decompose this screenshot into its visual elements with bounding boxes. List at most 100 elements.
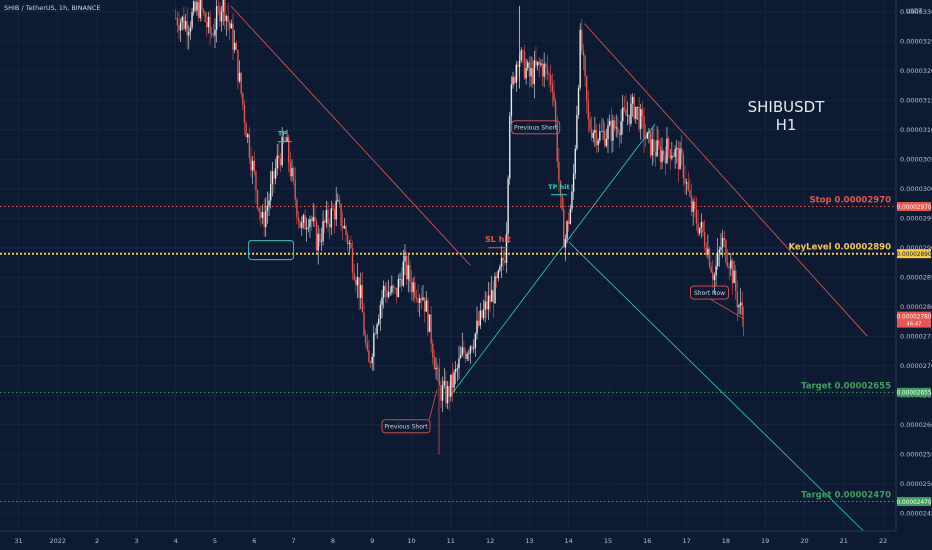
candle-body — [477, 320, 480, 326]
candle-body — [433, 357, 436, 370]
previous-short-box-top — [511, 120, 561, 135]
x-tick-label: 6 — [252, 537, 256, 545]
candle-body — [554, 101, 557, 123]
candle-body — [209, 16, 211, 34]
candle-body — [206, 21, 208, 28]
current-price-tag — [897, 311, 931, 328]
candle-body — [309, 218, 311, 228]
candle-body — [638, 106, 640, 130]
candle-body — [730, 260, 732, 269]
candle-body — [671, 155, 673, 159]
candle-body — [233, 42, 236, 50]
candle-body — [399, 279, 401, 280]
candle-body — [453, 372, 455, 388]
candle-body — [235, 42, 237, 50]
candle-body — [589, 119, 591, 130]
y-tick-label: 0.00002800 — [900, 303, 932, 311]
candle-body — [530, 68, 532, 77]
candle-body — [725, 240, 727, 263]
candle-body — [355, 280, 357, 286]
tp-zone-box — [247, 240, 295, 261]
candle-body — [713, 275, 716, 280]
candle-body — [356, 277, 359, 286]
candle-body — [522, 50, 524, 52]
candle-body — [662, 150, 665, 155]
candle-body — [274, 168, 277, 179]
candle-body — [342, 226, 344, 229]
level-price-tag-text: 0.00002890 — [896, 252, 931, 258]
candle-body — [735, 270, 737, 292]
level-price-tag-text: 0.00002470 — [896, 500, 931, 506]
tp-label: TP — [278, 130, 287, 138]
candle-body — [535, 60, 537, 66]
candle-body — [366, 342, 368, 351]
candle-body — [212, 34, 215, 36]
candle-body — [549, 74, 552, 85]
candle-body — [207, 16, 210, 28]
candle-body — [260, 211, 262, 218]
candle-body — [536, 61, 539, 66]
candle-body — [553, 92, 555, 102]
candle-body — [364, 335, 367, 343]
candle-body — [387, 292, 390, 298]
candle-body — [607, 125, 609, 140]
candle-body — [590, 129, 593, 138]
candle-body — [499, 266, 501, 271]
candle-body — [193, 1, 195, 13]
x-tick-label: 2022 — [50, 537, 67, 545]
candle-body — [579, 29, 581, 88]
candle-body — [739, 302, 742, 306]
candle-body — [199, 0, 201, 19]
candle-body — [633, 96, 635, 119]
candle-body — [324, 220, 326, 223]
candle-body — [189, 27, 192, 32]
time-axis[interactable] — [0, 531, 932, 550]
candle-body — [612, 120, 614, 141]
candle-body — [263, 212, 265, 227]
candle-body — [692, 201, 694, 212]
candle-body — [184, 21, 187, 29]
candle-body — [513, 77, 516, 84]
candle-body — [237, 49, 239, 82]
candle-body — [281, 136, 283, 166]
candle-body — [484, 301, 486, 310]
price-axis-unit: USDT — [906, 8, 923, 15]
candle-body — [564, 238, 567, 248]
candle-body — [487, 295, 490, 310]
candle-body — [605, 139, 608, 146]
candle-body — [636, 106, 639, 108]
candle-body — [400, 279, 403, 286]
price-axis[interactable] — [896, 0, 932, 550]
candle-body — [613, 120, 616, 129]
candle-body — [382, 285, 385, 298]
x-tick-label: 12 — [486, 537, 494, 545]
level-label: Stop 0.00002970 — [809, 196, 891, 206]
candle-body — [509, 116, 511, 179]
candle-body — [248, 134, 251, 158]
candle-body — [482, 309, 485, 318]
candle-body — [338, 199, 341, 205]
candle-body — [574, 148, 576, 174]
candle-body — [255, 171, 257, 191]
candle-body — [289, 162, 292, 177]
trend-line — [230, 5, 471, 266]
y-tick-label: 0.00002550 — [900, 451, 932, 459]
candle-body — [648, 131, 650, 133]
candles — [175, 0, 744, 455]
y-tick-label: 0.00003200 — [900, 67, 932, 75]
candle-body — [345, 226, 347, 236]
candle-body — [363, 312, 365, 336]
x-tick-label: 10 — [407, 537, 415, 545]
candle-body — [658, 140, 660, 147]
candle-body — [327, 209, 329, 225]
candle-body — [186, 21, 188, 36]
candle-body — [351, 247, 354, 273]
x-tick-label: 7 — [292, 537, 296, 545]
candle-body — [412, 282, 414, 292]
candle-body — [476, 320, 478, 334]
candle-body — [568, 221, 570, 224]
candle-body — [373, 333, 375, 357]
candle-body — [700, 222, 703, 228]
